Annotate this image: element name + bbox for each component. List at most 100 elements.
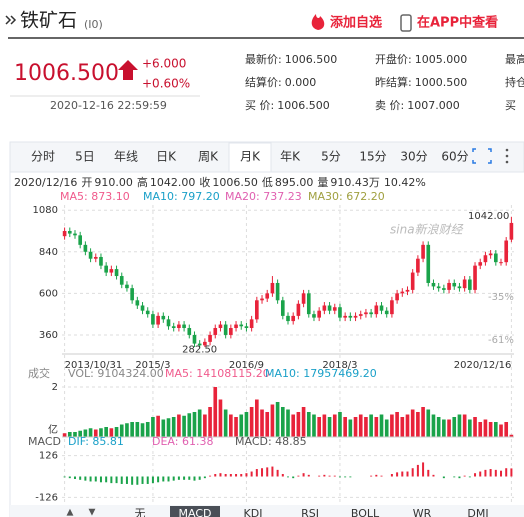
candle-body (171, 326, 176, 329)
volume-bar (426, 409, 431, 437)
field-value: 0.000 (285, 76, 317, 89)
volume-bar (166, 418, 171, 437)
legend-item: DEA: 61.38 (152, 435, 213, 448)
candle-body (286, 315, 290, 322)
info-item: 高 (137, 175, 148, 189)
macd-bar (105, 476, 108, 483)
field-label: 结算价: (245, 75, 282, 89)
candle-body (234, 324, 238, 329)
info-item: 10.42% (384, 176, 426, 189)
volume-bar (431, 414, 436, 437)
macd-bar (422, 462, 425, 477)
quote-field: 最高 (505, 52, 524, 66)
candle-body (109, 269, 114, 273)
y-tick-label: 360 (39, 330, 58, 341)
high-label: 1042.00 (468, 211, 509, 222)
candle-body (353, 315, 358, 318)
volume-bar (249, 407, 254, 437)
tab[interactable]: 日K (156, 150, 177, 164)
add-watchlist[interactable]: 添加自选 (330, 15, 382, 31)
volume-bar (156, 415, 160, 437)
macd-bar (302, 473, 305, 477)
volume-bar (353, 417, 358, 437)
candle-body (327, 305, 332, 311)
candle-body (478, 262, 483, 266)
candle-body (223, 324, 228, 335)
candle-body (67, 230, 72, 234)
volume-bar (478, 422, 483, 437)
candle-body (203, 341, 207, 346)
volume-bar (364, 417, 368, 437)
volume-bar (255, 399, 259, 437)
field-value: 1005.000 (415, 53, 468, 66)
legend-item: MA20: 737.23 (225, 190, 302, 203)
volume-bar (488, 422, 493, 437)
candle-body (312, 314, 316, 318)
bottom-tab[interactable]: DMI (467, 507, 488, 517)
macd-bar (406, 471, 409, 477)
volume-bar (379, 414, 384, 437)
open-app[interactable]: 在APP中查看 (417, 15, 498, 31)
volume-bar (462, 414, 467, 437)
macd-bar (380, 475, 383, 477)
macd-bar (125, 476, 128, 484)
volume-bar (135, 422, 140, 437)
candle-body (493, 253, 498, 263)
field-value: 1000.500 (415, 76, 468, 89)
field-label: 买 价: (245, 99, 274, 112)
tab[interactable]: 年K (280, 150, 301, 164)
bottom-tab[interactable]: 无 (135, 507, 146, 517)
menu-icon[interactable] (505, 148, 509, 164)
info-item: 量 (317, 176, 328, 189)
macd-bar (188, 476, 191, 480)
candle-body (114, 269, 119, 277)
tab[interactable]: 年线 (114, 150, 138, 164)
tab[interactable]: 30分 (400, 150, 427, 164)
candle-body (504, 240, 509, 263)
macd-bar (89, 476, 92, 482)
nav-arrow[interactable]: ▲ (67, 508, 74, 517)
x-tick-label: 2015/3 (135, 360, 170, 371)
candle-body (421, 244, 425, 259)
quote-field: 昨结算: 1000.500 (375, 75, 467, 89)
macd-bar (261, 468, 264, 477)
tab[interactable]: 分时 (31, 150, 55, 164)
macd-bar (494, 469, 497, 477)
volume-bar (275, 402, 280, 437)
fullscreen-icon[interactable] (472, 148, 492, 164)
quote-field: 最新价: 1006.500 (245, 52, 337, 66)
macd-bar (250, 471, 253, 477)
macd-bar (79, 476, 82, 480)
candle-body (104, 265, 108, 273)
candle-body (125, 284, 129, 289)
tab[interactable]: 周K (198, 150, 219, 164)
legend-item: VOL: 9104324.00 (68, 367, 164, 380)
candle-body (119, 276, 124, 285)
bottom-tab[interactable]: KDJ (244, 507, 263, 517)
nav-arrow[interactable]: ▼ (89, 508, 96, 517)
bottom-tab[interactable]: MACD (179, 507, 212, 517)
tab[interactable]: 5分 (321, 150, 341, 164)
candle-body (208, 334, 212, 342)
macd-bar (510, 468, 513, 477)
tab[interactable]: 月K (240, 150, 261, 164)
candle-body (260, 298, 264, 301)
candle-body (306, 293, 311, 315)
candle-body (78, 235, 83, 245)
y-tick-label: 2 (52, 382, 58, 393)
volume-bar (452, 417, 457, 437)
bottom-tab[interactable]: WR (413, 507, 432, 517)
macd-bar (287, 476, 289, 478)
volume-bar (93, 429, 98, 437)
candle-body (197, 343, 202, 346)
tab[interactable]: 5日 (75, 150, 95, 164)
volume-bar (62, 433, 67, 437)
change: +6.000 (142, 57, 186, 71)
tab[interactable]: 15分 (359, 150, 386, 164)
volume-bar (130, 422, 134, 437)
candle-body (270, 282, 275, 294)
bottom-tab[interactable]: BOLL (351, 507, 380, 517)
legend-item: MA5: 873.10 (60, 190, 130, 203)
tab[interactable]: 60分 (441, 150, 468, 164)
bottom-tab[interactable]: RSI (301, 507, 319, 517)
